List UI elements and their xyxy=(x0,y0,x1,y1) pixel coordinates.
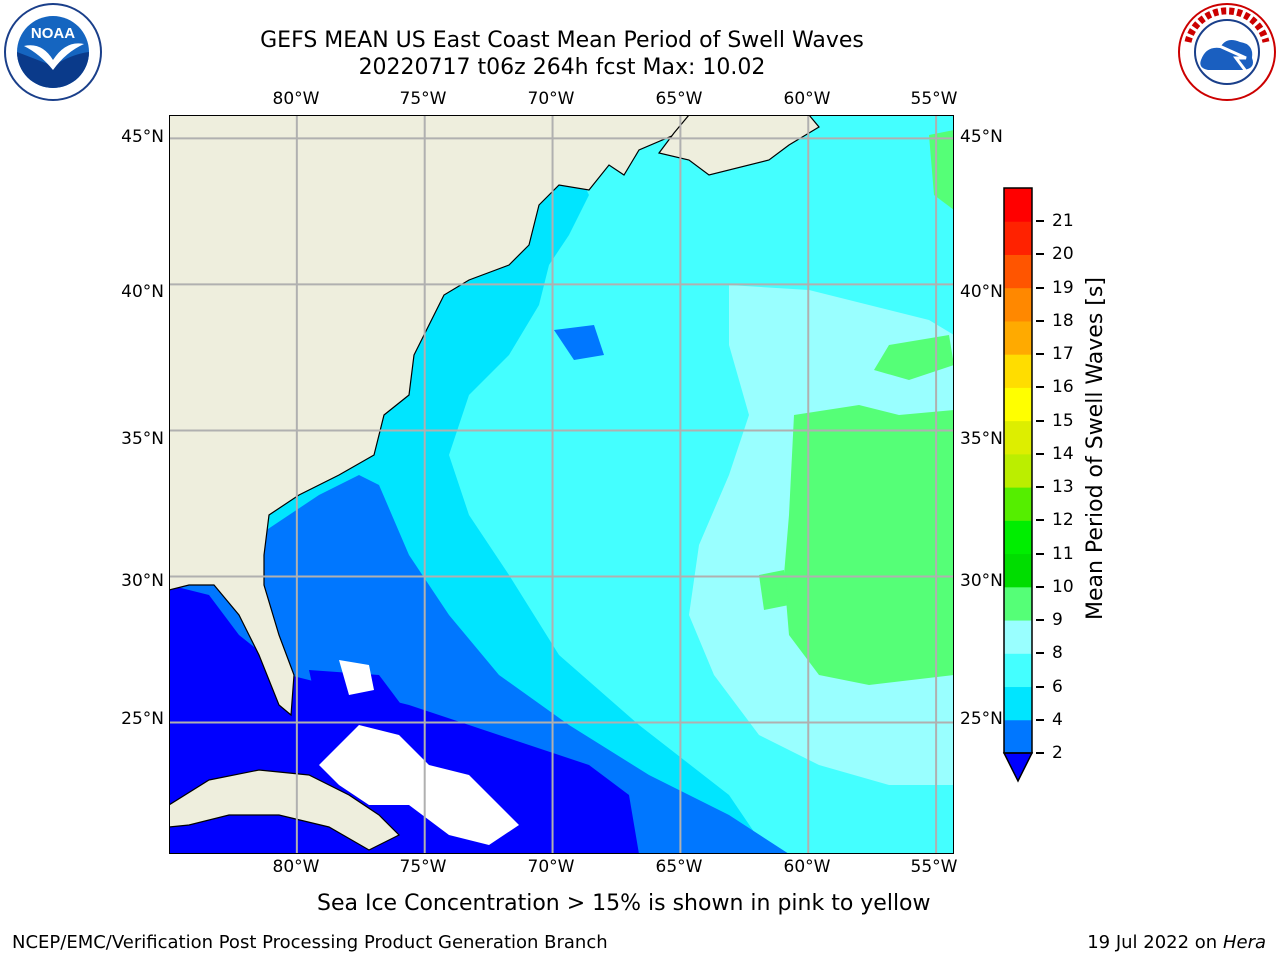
colorbar-tick-label: 12 xyxy=(1052,510,1074,531)
svg-text:NOAA: NOAA xyxy=(31,25,75,42)
colorbar-tick-label: 10 xyxy=(1052,576,1074,597)
colorbar-bin xyxy=(1004,221,1032,255)
map-panel xyxy=(169,115,954,854)
missing-data-bahamas xyxy=(319,725,519,845)
colorbar-tick-mark xyxy=(1036,486,1044,489)
colorbar-bin xyxy=(1004,620,1032,654)
colorbar-tick-label: 19 xyxy=(1052,277,1074,298)
colorbar xyxy=(1002,187,1034,783)
colorbar-tick-label: 15 xyxy=(1052,410,1074,431)
lat-label-right: 45°N xyxy=(960,127,1003,147)
colorbar-tick-mark xyxy=(1036,286,1044,289)
colorbar-bin xyxy=(1004,287,1032,322)
colorbar-bin xyxy=(1004,420,1032,455)
colorbar-tick-mark xyxy=(1036,619,1044,622)
lat-label-right: 35°N xyxy=(960,429,1003,449)
lon-label-top: 70°W xyxy=(527,89,575,109)
colorbar-tick-label: 13 xyxy=(1052,477,1074,498)
colorbar-bin xyxy=(1004,553,1032,588)
lon-label-bottom: 80°W xyxy=(272,857,320,877)
colorbar-bin xyxy=(1004,719,1032,754)
colorbar-bin xyxy=(1004,487,1032,521)
footer-host: Hera xyxy=(1222,932,1266,953)
lon-label-top: 75°W xyxy=(399,89,447,109)
swell-field-9-10 xyxy=(784,405,954,685)
land-us xyxy=(169,115,690,717)
land-cuba xyxy=(169,769,401,851)
lat-label-left: 30°N xyxy=(121,571,164,591)
colorbar-tick-label: 2 xyxy=(1052,743,1063,763)
footer-date: 19 Jul 2022 on Hera xyxy=(1087,932,1266,954)
map-title: GEFS MEAN US East Coast Mean Period of S… xyxy=(260,28,864,53)
lon-label-top: 80°W xyxy=(272,89,320,109)
lon-label-top: 60°W xyxy=(783,89,831,109)
colorbar-tick-mark xyxy=(1036,752,1044,754)
lat-label-left: 35°N xyxy=(121,429,164,449)
colorbar-bin xyxy=(1004,387,1032,422)
lat-label-right: 25°N xyxy=(960,709,1003,729)
colorbar-tick-mark xyxy=(1036,519,1044,522)
lat-label-left: 40°N xyxy=(121,282,164,302)
colorbar-tick-label: 11 xyxy=(1052,543,1074,564)
colorbar-tick-mark xyxy=(1036,386,1044,389)
colorbar-tick-mark xyxy=(1036,652,1044,655)
colorbar-bin xyxy=(1004,254,1032,289)
footer-credit: NCEP/EMC/Verification Post Processing Pr… xyxy=(12,932,608,953)
colorbar-bin xyxy=(1004,453,1032,488)
colorbar-tick-label: 18 xyxy=(1052,310,1074,331)
lat-label-left: 25°N xyxy=(121,709,164,729)
lon-label-bottom: 65°W xyxy=(655,857,703,877)
colorbar-tick-mark xyxy=(1036,452,1044,455)
lon-label-bottom: 60°W xyxy=(783,857,831,877)
map-subtitle: 20220717 t06z 264h fcst Max: 10.02 xyxy=(358,55,766,80)
lon-label-bottom: 55°W xyxy=(910,857,958,877)
colorbar-bin xyxy=(1004,188,1032,222)
sea-ice-note: Sea Ice Concentration > 15% is shown in … xyxy=(317,891,931,916)
colorbar-tick-mark xyxy=(1036,419,1044,422)
colorbar-tick-label: 17 xyxy=(1052,344,1074,365)
colorbar-label: Mean Period of Swell Waves [s] xyxy=(1083,277,1108,620)
colorbar-tick-label: 9 xyxy=(1052,610,1063,631)
colorbar-tick-label: 4 xyxy=(1052,709,1063,730)
colorbar-tick-mark xyxy=(1036,253,1044,256)
noaa-logo: NOAA xyxy=(4,3,102,101)
nws-logo xyxy=(1178,3,1276,101)
lat-label-left: 45°N xyxy=(121,127,164,147)
colorbar-bin xyxy=(1004,686,1032,721)
colorbar-tick-label: 6 xyxy=(1052,676,1063,697)
colorbar-tick-label: 8 xyxy=(1052,643,1063,664)
lat-label-right: 30°N xyxy=(960,571,1003,591)
colorbar-tick-mark xyxy=(1036,585,1044,588)
footer-date-text: 19 Jul 2022 on xyxy=(1087,932,1223,953)
colorbar-bin xyxy=(1004,653,1032,688)
colorbar-tick-mark xyxy=(1036,220,1044,223)
colorbar-tick-mark xyxy=(1036,353,1044,356)
colorbar-tick-label: 21 xyxy=(1052,211,1074,232)
colorbar-bin xyxy=(1004,354,1032,388)
map-grid xyxy=(169,115,954,854)
colorbar-tick-mark xyxy=(1036,685,1044,688)
land-nova-scotia xyxy=(657,115,820,176)
colorbar-tick-mark xyxy=(1036,319,1044,322)
colorbar-bin xyxy=(1004,320,1032,355)
colorbar-tick-label: 20 xyxy=(1052,244,1074,265)
lon-label-bottom: 70°W xyxy=(527,857,575,877)
lon-label-top: 65°W xyxy=(655,89,703,109)
colorbar-tick-label: 14 xyxy=(1052,443,1074,464)
colorbar-tick-mark xyxy=(1036,718,1044,721)
colorbar-under-arrow xyxy=(1002,752,1034,783)
lon-label-top: 55°W xyxy=(910,89,958,109)
lat-label-right: 40°N xyxy=(960,282,1003,302)
colorbar-bin xyxy=(1004,586,1032,621)
colorbar-tick-label: 16 xyxy=(1052,377,1074,398)
lon-label-bottom: 75°W xyxy=(399,857,447,877)
colorbar-bin xyxy=(1004,520,1032,555)
colorbar-tick-mark xyxy=(1036,552,1044,555)
